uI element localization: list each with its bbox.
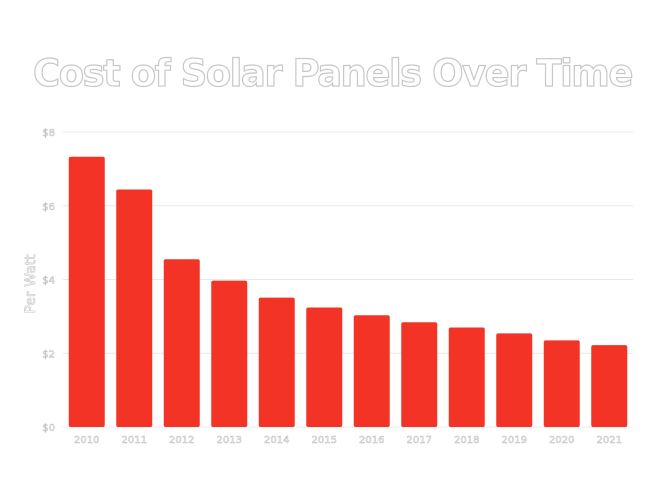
bar-2019: [496, 333, 533, 427]
gridlines: [63, 131, 633, 428]
bar-2010: [68, 156, 105, 428]
x-tick-label: 2010: [74, 435, 99, 446]
y-axis-label: Per Watt: [23, 254, 39, 314]
bar-2021: [591, 345, 628, 427]
x-tick-label: 2015: [312, 435, 337, 446]
x-tick-label: 2019: [502, 435, 527, 446]
x-tick-label: 2016: [359, 435, 384, 446]
bar-2018: [448, 327, 485, 427]
x-tick-label: 2012: [169, 435, 194, 446]
y-tick-labels: $0 $2 $4 $6 $8: [42, 128, 55, 435]
y-tick-label: $8: [42, 128, 55, 139]
bar-2011: [116, 189, 153, 427]
x-tick-label: 2013: [217, 435, 242, 446]
bar-2012: [163, 259, 200, 427]
bar-2017: [401, 322, 438, 427]
x-tick-labels: 2010 2011 2012 2013 2014 2015 2016 2017 2018 2019…: [74, 435, 622, 447]
chart-title: Cost of Solar Panels Over Time: [32, 51, 634, 95]
x-tick-label: 2011: [122, 435, 147, 446]
bars: [68, 156, 628, 428]
x-tick-label: 2014: [264, 435, 289, 446]
bar-2014: [258, 297, 295, 427]
bar-2015: [306, 307, 343, 427]
y-tick-label: $6: [42, 202, 55, 213]
x-tick-label: 2018: [454, 435, 479, 446]
bar-2013: [211, 280, 248, 427]
y-tick-label: $4: [42, 276, 55, 287]
x-tick-label: 2021: [597, 435, 622, 446]
y-tick-label: $0: [42, 423, 55, 434]
y-tick-label: $2: [42, 349, 55, 360]
x-tick-label: 2020: [549, 435, 574, 446]
x-tick-label: 2017: [407, 435, 432, 446]
bar-2020: [543, 340, 580, 427]
bar-2016: [353, 315, 390, 427]
